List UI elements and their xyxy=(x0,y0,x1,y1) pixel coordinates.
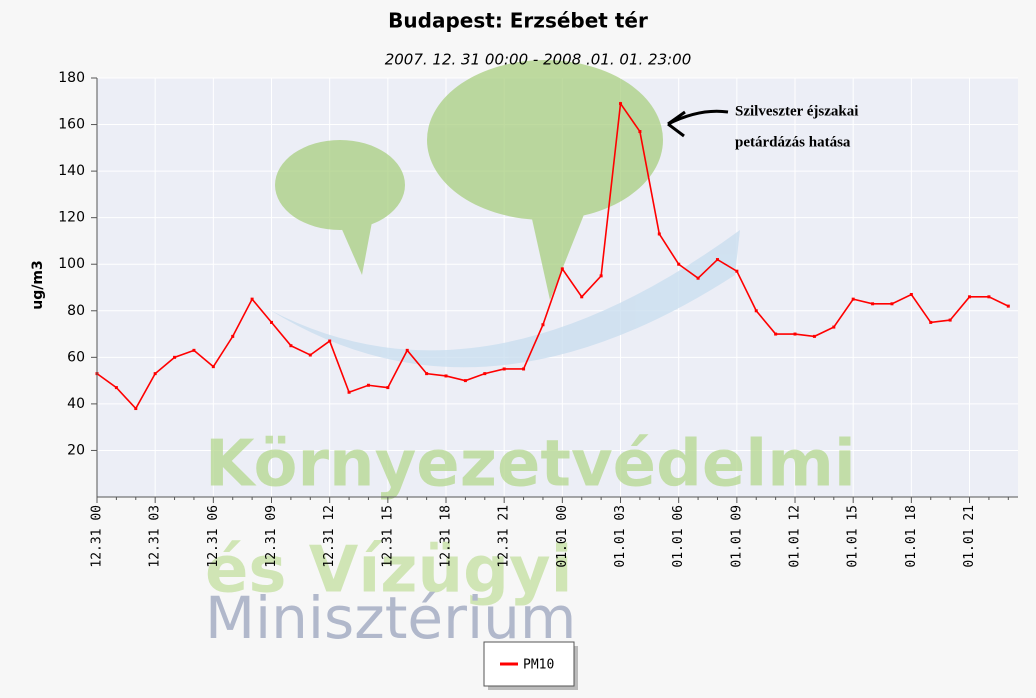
x-tick-label: 12.31 15 xyxy=(380,505,395,568)
point xyxy=(929,321,932,324)
point xyxy=(212,365,215,368)
point xyxy=(813,335,816,338)
point xyxy=(309,354,312,357)
point xyxy=(406,349,409,352)
point xyxy=(871,302,874,305)
legend-label: PM10 xyxy=(523,658,554,673)
y-tick-label: 40 xyxy=(67,396,85,412)
x-tick-label: 01.01 06 xyxy=(671,505,686,568)
point xyxy=(541,323,544,326)
point xyxy=(735,270,738,273)
point xyxy=(755,309,758,312)
y-tick-label: 160 xyxy=(58,117,85,133)
point xyxy=(832,326,835,329)
y-axis-label: ug/m3 xyxy=(30,260,46,309)
point xyxy=(503,367,506,370)
annotation: petárdázás hatása xyxy=(735,134,851,150)
y-tick-label: 100 xyxy=(58,256,85,272)
point xyxy=(367,384,370,387)
point xyxy=(677,263,680,266)
y-tick-label: 140 xyxy=(58,163,85,179)
y-tick-label: 60 xyxy=(67,349,85,365)
x-tick-label: 01.01 09 xyxy=(729,505,744,568)
x-tick-label: 12.31 12 xyxy=(322,505,337,568)
point xyxy=(1007,305,1010,308)
point xyxy=(658,232,661,235)
x-tick-label: 01.01 21 xyxy=(962,505,977,568)
annotation: Szilveszter éjszakai xyxy=(735,103,858,119)
x-tick-label: 12.31 18 xyxy=(439,505,454,568)
y-tick-label: 80 xyxy=(67,303,85,319)
point xyxy=(483,372,486,375)
x-tick-label: 01.01 12 xyxy=(788,505,803,568)
y-tick-label: 20 xyxy=(67,442,85,458)
x-tick-label: 01.01 15 xyxy=(846,505,861,568)
point xyxy=(154,372,157,375)
x-tick-label: 01.01 03 xyxy=(613,505,628,568)
point xyxy=(987,295,990,298)
point xyxy=(619,102,622,105)
y-tick-label: 120 xyxy=(58,210,85,226)
point xyxy=(638,130,641,133)
x-tick-label: 12.31 00 xyxy=(90,505,105,568)
point xyxy=(716,258,719,261)
chart-title: Budapest: Erzsébet tér xyxy=(388,9,648,33)
bubble xyxy=(275,140,405,230)
x-tick-label: 01.01 00 xyxy=(555,505,570,568)
x-tick-label: 12.31 21 xyxy=(497,505,512,568)
point xyxy=(251,298,254,301)
x-tick-label: 01.01 18 xyxy=(904,505,919,568)
point xyxy=(949,319,952,322)
point xyxy=(270,321,273,324)
point xyxy=(580,295,583,298)
bubble xyxy=(427,60,663,220)
watermark-text: Környezetvédelmi xyxy=(205,428,856,502)
point xyxy=(600,274,603,277)
point xyxy=(115,386,118,389)
point xyxy=(890,302,893,305)
point xyxy=(968,295,971,298)
point xyxy=(386,386,389,389)
point xyxy=(561,267,564,270)
point xyxy=(328,340,331,343)
point xyxy=(425,372,428,375)
point xyxy=(173,356,176,359)
x-tick-label: 12.31 03 xyxy=(148,505,163,568)
point xyxy=(697,277,700,280)
point xyxy=(464,379,467,382)
point xyxy=(852,298,855,301)
point xyxy=(348,391,351,394)
point xyxy=(192,349,195,352)
x-tick-label: 12.31 09 xyxy=(264,505,279,568)
x-tick-label: 12.31 06 xyxy=(206,505,221,568)
chart-subtitle: 2007. 12. 31 00:00 - 2008 .01. 01. 23:00 xyxy=(385,51,692,69)
point xyxy=(794,333,797,336)
point xyxy=(445,374,448,377)
point xyxy=(289,344,292,347)
point xyxy=(134,407,137,410)
y-tick-label: 180 xyxy=(58,70,85,86)
point xyxy=(522,367,525,370)
point xyxy=(910,293,913,296)
chart: Környezetvédelmi és Vízügyi Minisztérium… xyxy=(0,0,1036,698)
point xyxy=(774,333,777,336)
point xyxy=(231,335,234,338)
